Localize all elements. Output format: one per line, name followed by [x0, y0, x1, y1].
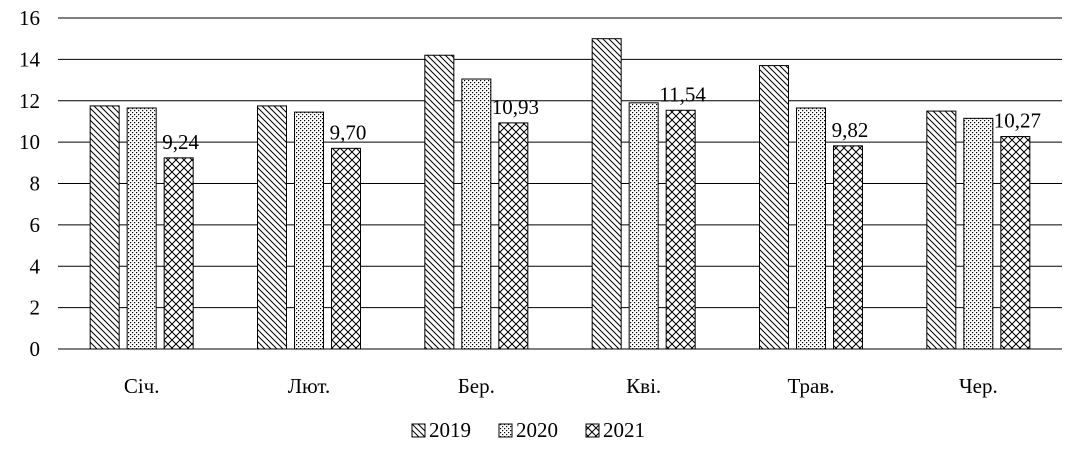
y-tick-label: 16 [19, 6, 40, 30]
bar-2021-4 [833, 145, 863, 350]
bars [89, 38, 1031, 350]
legend-swatch-2021 [585, 423, 600, 438]
bar-2020-4 [796, 107, 826, 350]
y-axis-tick-labels: 0 2 4 6 8 10 12 14 16 [19, 6, 41, 361]
bar-2019-4 [759, 65, 789, 350]
data-labels: 9,24 9,70 10,93 11,54 9,82 10,27 [162, 82, 1041, 154]
y-tick-label: 6 [30, 213, 41, 237]
data-label: 11,54 [659, 82, 706, 106]
y-tick-label: 2 [30, 296, 41, 320]
bar-2019-1 [257, 105, 287, 350]
bar-2021-3 [665, 109, 696, 350]
y-tick-label: 8 [30, 172, 41, 196]
data-label: 9,82 [832, 118, 869, 142]
x-tick-label: Лют. [288, 374, 331, 398]
legend-label: 2020 [516, 418, 558, 442]
bar-2019-3 [591, 38, 622, 350]
x-tick-label: Чер. [959, 374, 998, 398]
bar-2021-5 [1000, 136, 1031, 350]
data-label: 10,27 [994, 109, 1041, 133]
x-tick-label: Січ. [124, 374, 160, 398]
gridlines [58, 17, 1062, 350]
data-label: 10,93 [492, 95, 539, 119]
data-label: 9,70 [330, 120, 367, 144]
bar-2020-2 [461, 78, 492, 350]
legend-label: 2021 [603, 418, 645, 442]
legend-swatch-2020 [498, 423, 513, 438]
x-tick-label: Кві. [626, 374, 661, 398]
bar-2019-5 [926, 110, 957, 350]
y-tick-label: 12 [19, 89, 40, 113]
y-tick-label: 10 [19, 130, 40, 154]
legend-label: 2019 [429, 418, 471, 442]
data-label: 9,24 [162, 130, 199, 154]
bar-2020-5 [963, 117, 994, 350]
y-tick-label: 0 [30, 337, 41, 361]
x-axis-tick-labels: Січ. Лют. Бер. Кві. Трав. Чер. [124, 374, 998, 398]
y-tick-label: 14 [19, 47, 41, 71]
bar-2021-0 [163, 157, 194, 350]
y-tick-label: 4 [30, 254, 41, 278]
x-tick-label: Бер. [458, 374, 495, 398]
x-tick-label: Трав. [787, 374, 834, 398]
bar-2021-2 [498, 122, 529, 350]
bar-2021-1 [331, 147, 361, 350]
bar-2019-2 [424, 54, 455, 350]
bar-2020-3 [628, 102, 659, 350]
bar-2020-1 [294, 111, 324, 350]
bar-2020-0 [126, 107, 157, 350]
legend-swatch-2019 [411, 423, 426, 438]
bar-2019-0 [89, 105, 120, 350]
legend: 2019 2020 2021 [411, 418, 645, 442]
